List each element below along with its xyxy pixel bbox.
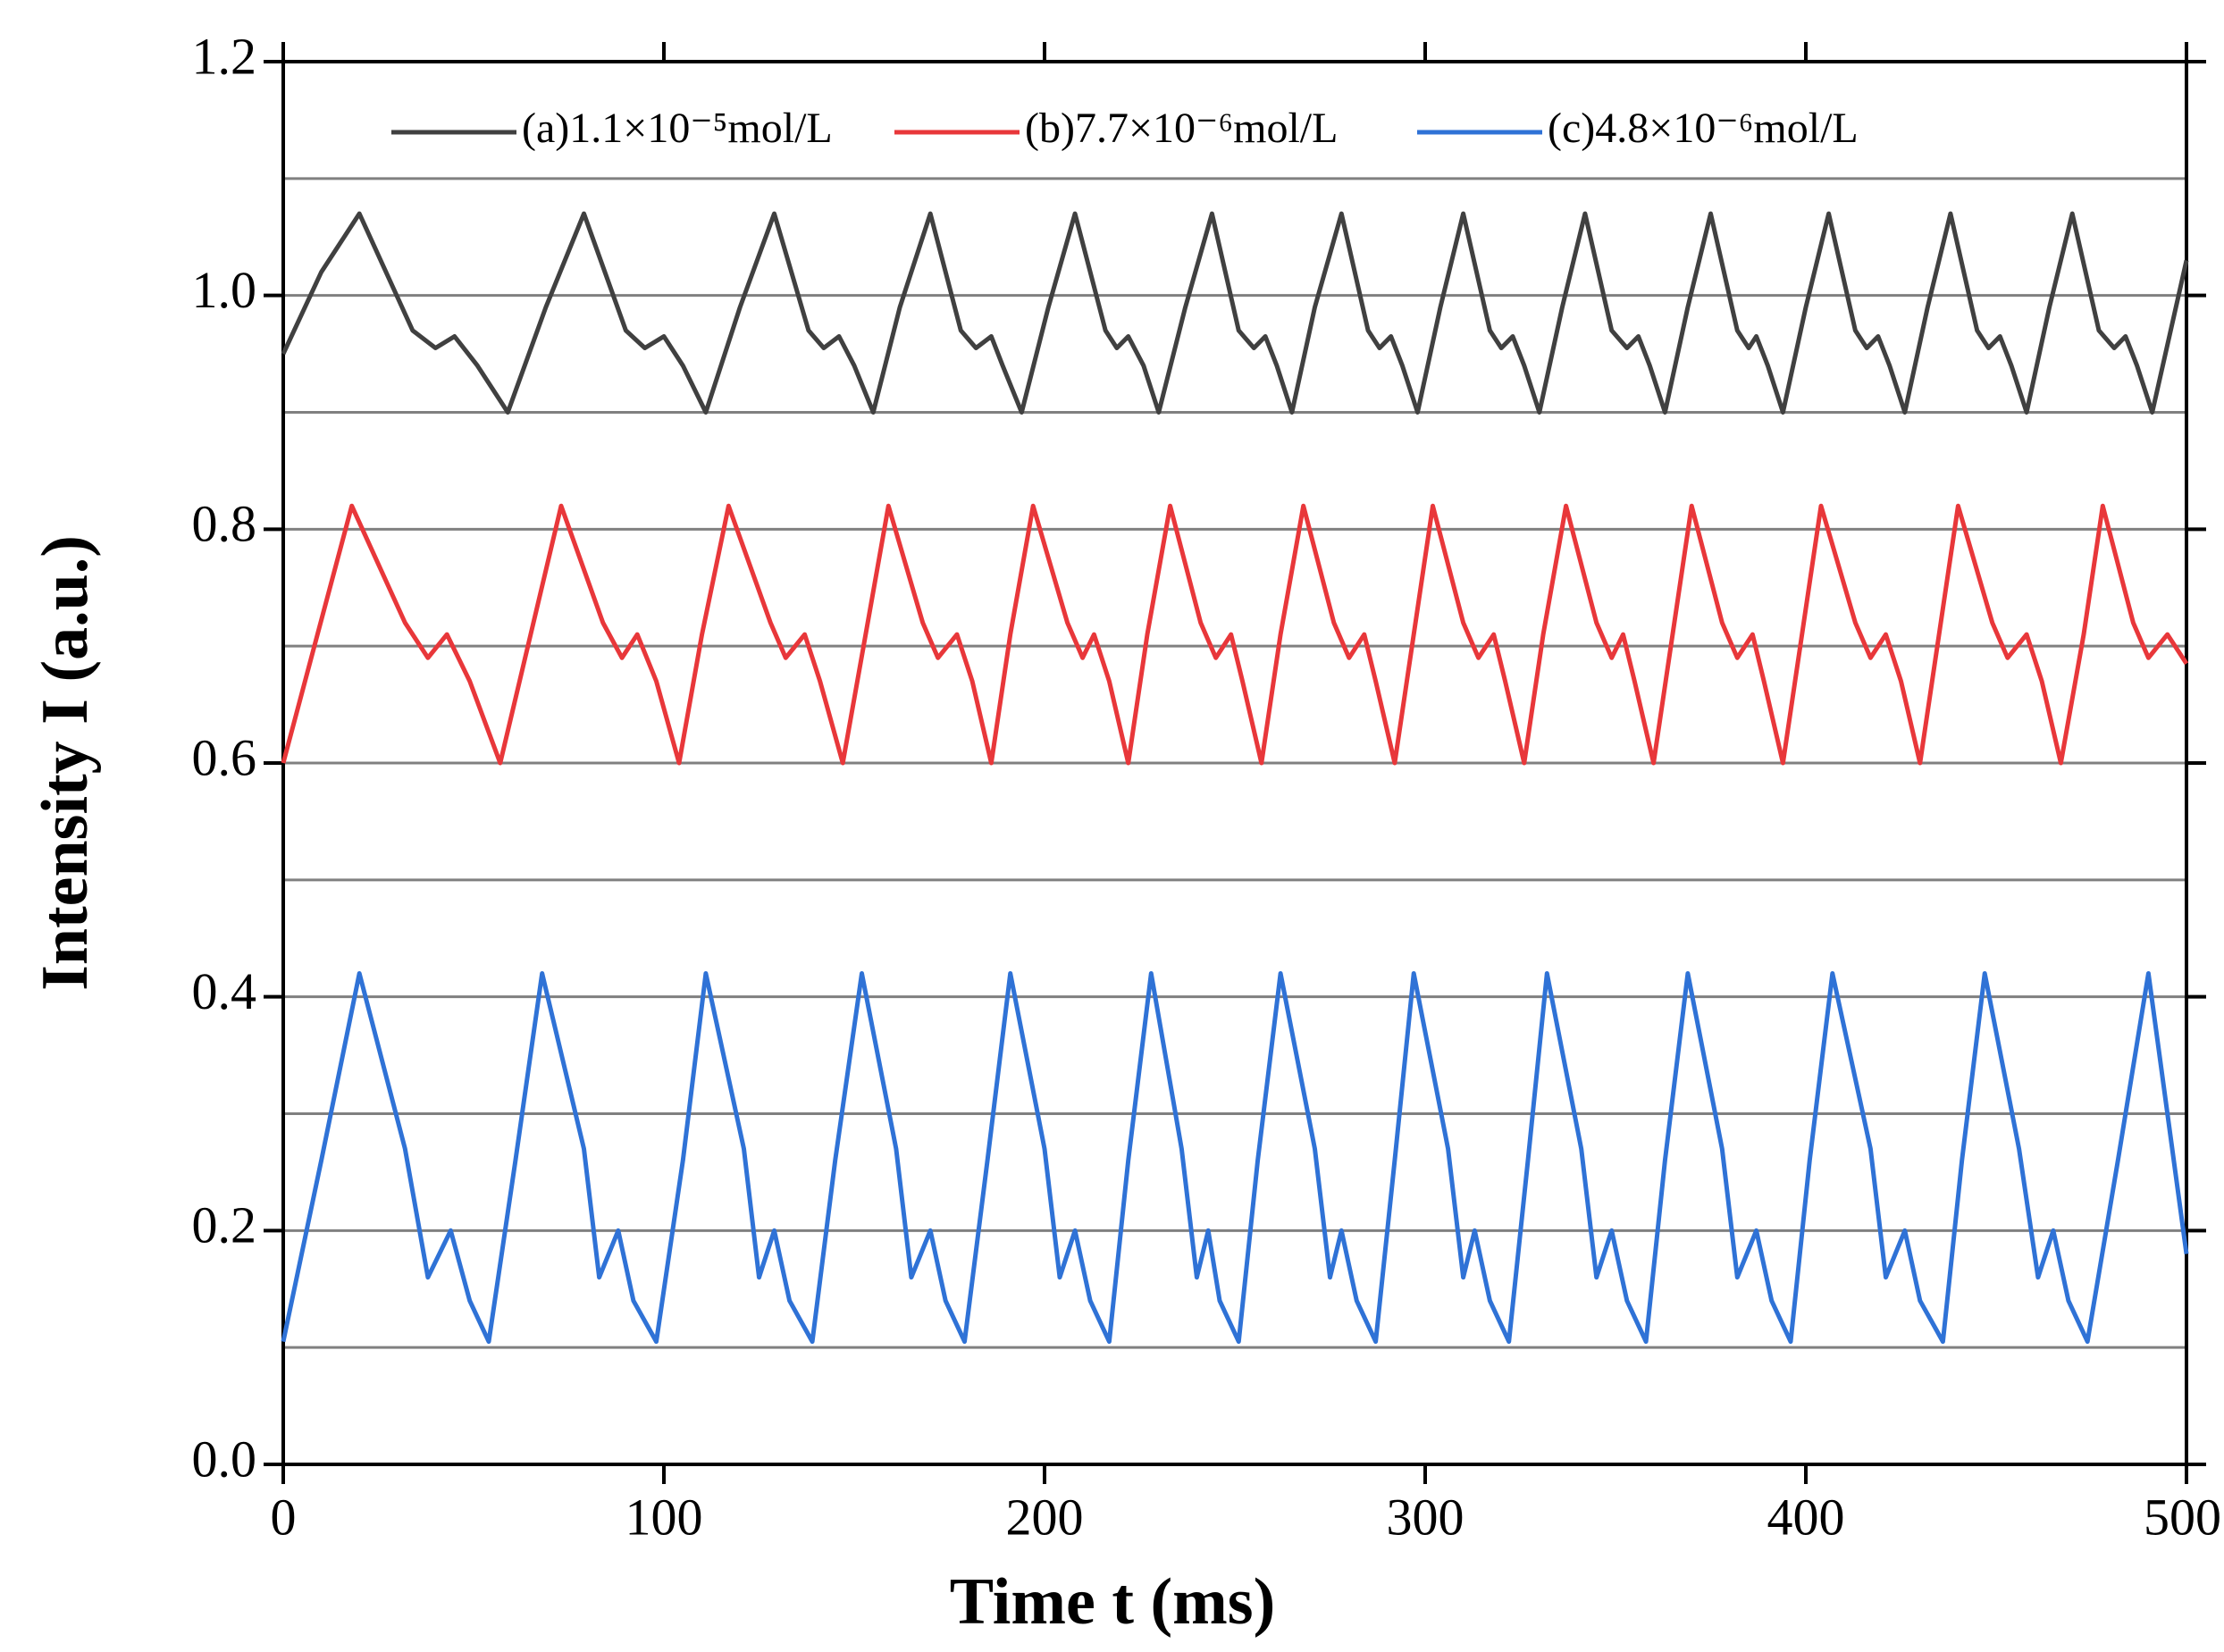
y-tick-label: 0.6	[192, 728, 257, 786]
series-line	[281, 211, 2189, 415]
y-axis-title: Intensity I (a.u.)	[29, 535, 102, 991]
series-line	[281, 971, 2189, 1345]
x-tick-label: 400	[1767, 1488, 1845, 1546]
x-tick-label: 0	[271, 1488, 297, 1546]
legend-label: (b)7.7×10⁻⁶mol/L	[1025, 105, 1338, 152]
y-tick-label: 1.2	[192, 27, 257, 85]
y-tick-label: 0.2	[192, 1196, 257, 1254]
y-tick-label: 0.8	[192, 495, 257, 553]
legend-label: (c)4.8×10⁻⁶mol/L	[1548, 105, 1859, 152]
x-tick-label: 300	[1387, 1488, 1464, 1546]
y-tick-label: 1.0	[192, 261, 257, 319]
x-tick-label: 500	[2144, 1488, 2221, 1546]
x-tick-label: 100	[625, 1488, 703, 1546]
y-tick-label: 0.4	[192, 962, 257, 1020]
y-tick-label: 0.0	[192, 1430, 257, 1488]
x-tick-label: 200	[1006, 1488, 1084, 1546]
series-line	[281, 503, 2189, 766]
x-axis-title: Time t (ms)	[950, 1565, 1275, 1639]
legend-label: (a)1.1×10⁻⁵mol/L	[522, 105, 833, 152]
